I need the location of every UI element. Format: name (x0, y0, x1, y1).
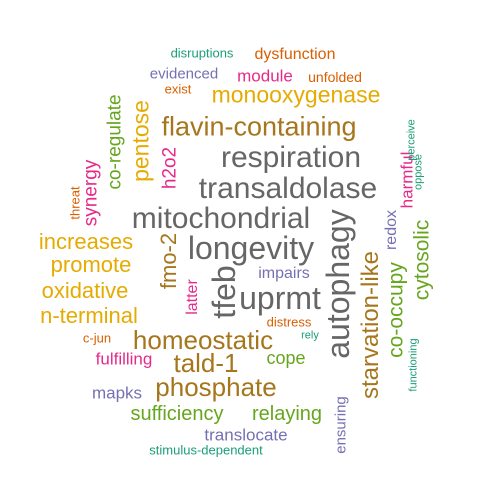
word-mapks: mapks (91, 383, 143, 403)
word-perceive: perceive (405, 119, 418, 161)
word-module: module (237, 66, 293, 86)
word-starvation-like: starvation-like (357, 250, 384, 400)
word-evidenced: evidenced (149, 65, 219, 83)
word-tfeb: tfeb (206, 265, 242, 319)
word-functioning: functioning (407, 338, 420, 392)
word-co-occupy: co-occupy (384, 262, 408, 358)
word-phosphate: phosphate (155, 372, 277, 402)
word-respiration: respiration (220, 141, 362, 174)
word-latter: latter (184, 279, 201, 315)
word-exist: exist (164, 81, 192, 97)
word-cope: cope (266, 348, 306, 368)
word-distress: distress (266, 314, 312, 330)
word-c-jun: c-jun (82, 330, 112, 346)
word-promote: promote (50, 252, 132, 277)
word-n-terminal: n-terminal (40, 303, 138, 328)
word-threat: threat (67, 186, 83, 220)
word-rely: rely (301, 329, 319, 342)
word-mitochondrial: mitochondrial (131, 202, 311, 235)
word-homeostatic: homeostatic (132, 325, 274, 355)
word-uprmt: uprmt (239, 280, 321, 316)
word-disruptions: disruptions (170, 45, 234, 61)
word-transaldolase: transaldolase (198, 172, 378, 205)
word-co-regulate: co-regulate (104, 94, 126, 190)
word-longevity: longevity (187, 230, 315, 266)
word-increases: increases (38, 229, 134, 254)
word-dysfunction: dysfunction (254, 46, 336, 63)
word-flavin-containing: flavin-containing (161, 111, 357, 142)
word-sufficiency: sufficiency (130, 403, 224, 425)
word-impairs: impairs (258, 265, 310, 282)
word-fulfilling: fulfilling (95, 349, 153, 369)
word-relaying: relaying (251, 403, 323, 425)
word-cytosolic: cytosolic (410, 219, 434, 301)
word-oxidative: oxidative (41, 278, 129, 303)
word-ensuring: ensuring (332, 396, 350, 454)
word-h2o2: h2o2 (159, 146, 181, 190)
word-stimulus-dependent: stimulus-dependent (149, 442, 263, 458)
word-synergy: synergy (80, 159, 102, 227)
word-monooxygenase: monooxygenase (211, 81, 381, 108)
word-redox: redox (383, 209, 400, 251)
word-autophagy: autophagy (320, 209, 356, 359)
word-translocate: translocate (204, 425, 288, 445)
word-fmo-2: fmo-2 (156, 232, 181, 290)
word-pentose: pentose (127, 100, 154, 182)
word-tald-1: tald-1 (173, 348, 239, 378)
word-unfolded: unfolded (308, 69, 362, 85)
